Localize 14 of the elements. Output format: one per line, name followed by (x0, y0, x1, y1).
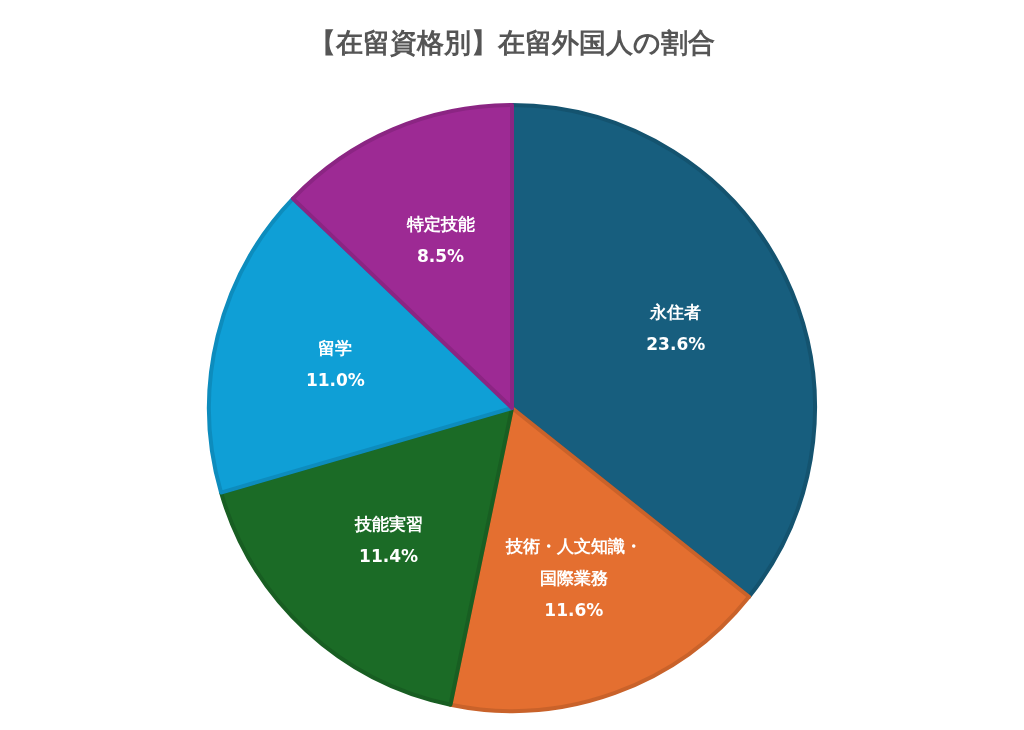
slice-label: 技術・人文知識・国際業務 (504, 535, 642, 588)
pie-slice (290, 103, 514, 410)
slice-label: 留学 (318, 337, 353, 358)
chart-title: 【在留資格別】在留外国人の割合 (309, 27, 715, 58)
slice-label: 永住者 (649, 302, 702, 323)
data-label: 8.5% (416, 245, 465, 266)
data-label: 11.4% (359, 546, 419, 567)
pie-slice (448, 406, 752, 713)
pie-slice (207, 196, 514, 495)
data-label: 11.0% (305, 369, 365, 390)
slice-label: 技能実習 (353, 514, 423, 535)
data-label: 23.6% (646, 334, 706, 355)
slice-label: 特定技能 (405, 213, 475, 234)
data-label: 11.6% (544, 599, 604, 620)
